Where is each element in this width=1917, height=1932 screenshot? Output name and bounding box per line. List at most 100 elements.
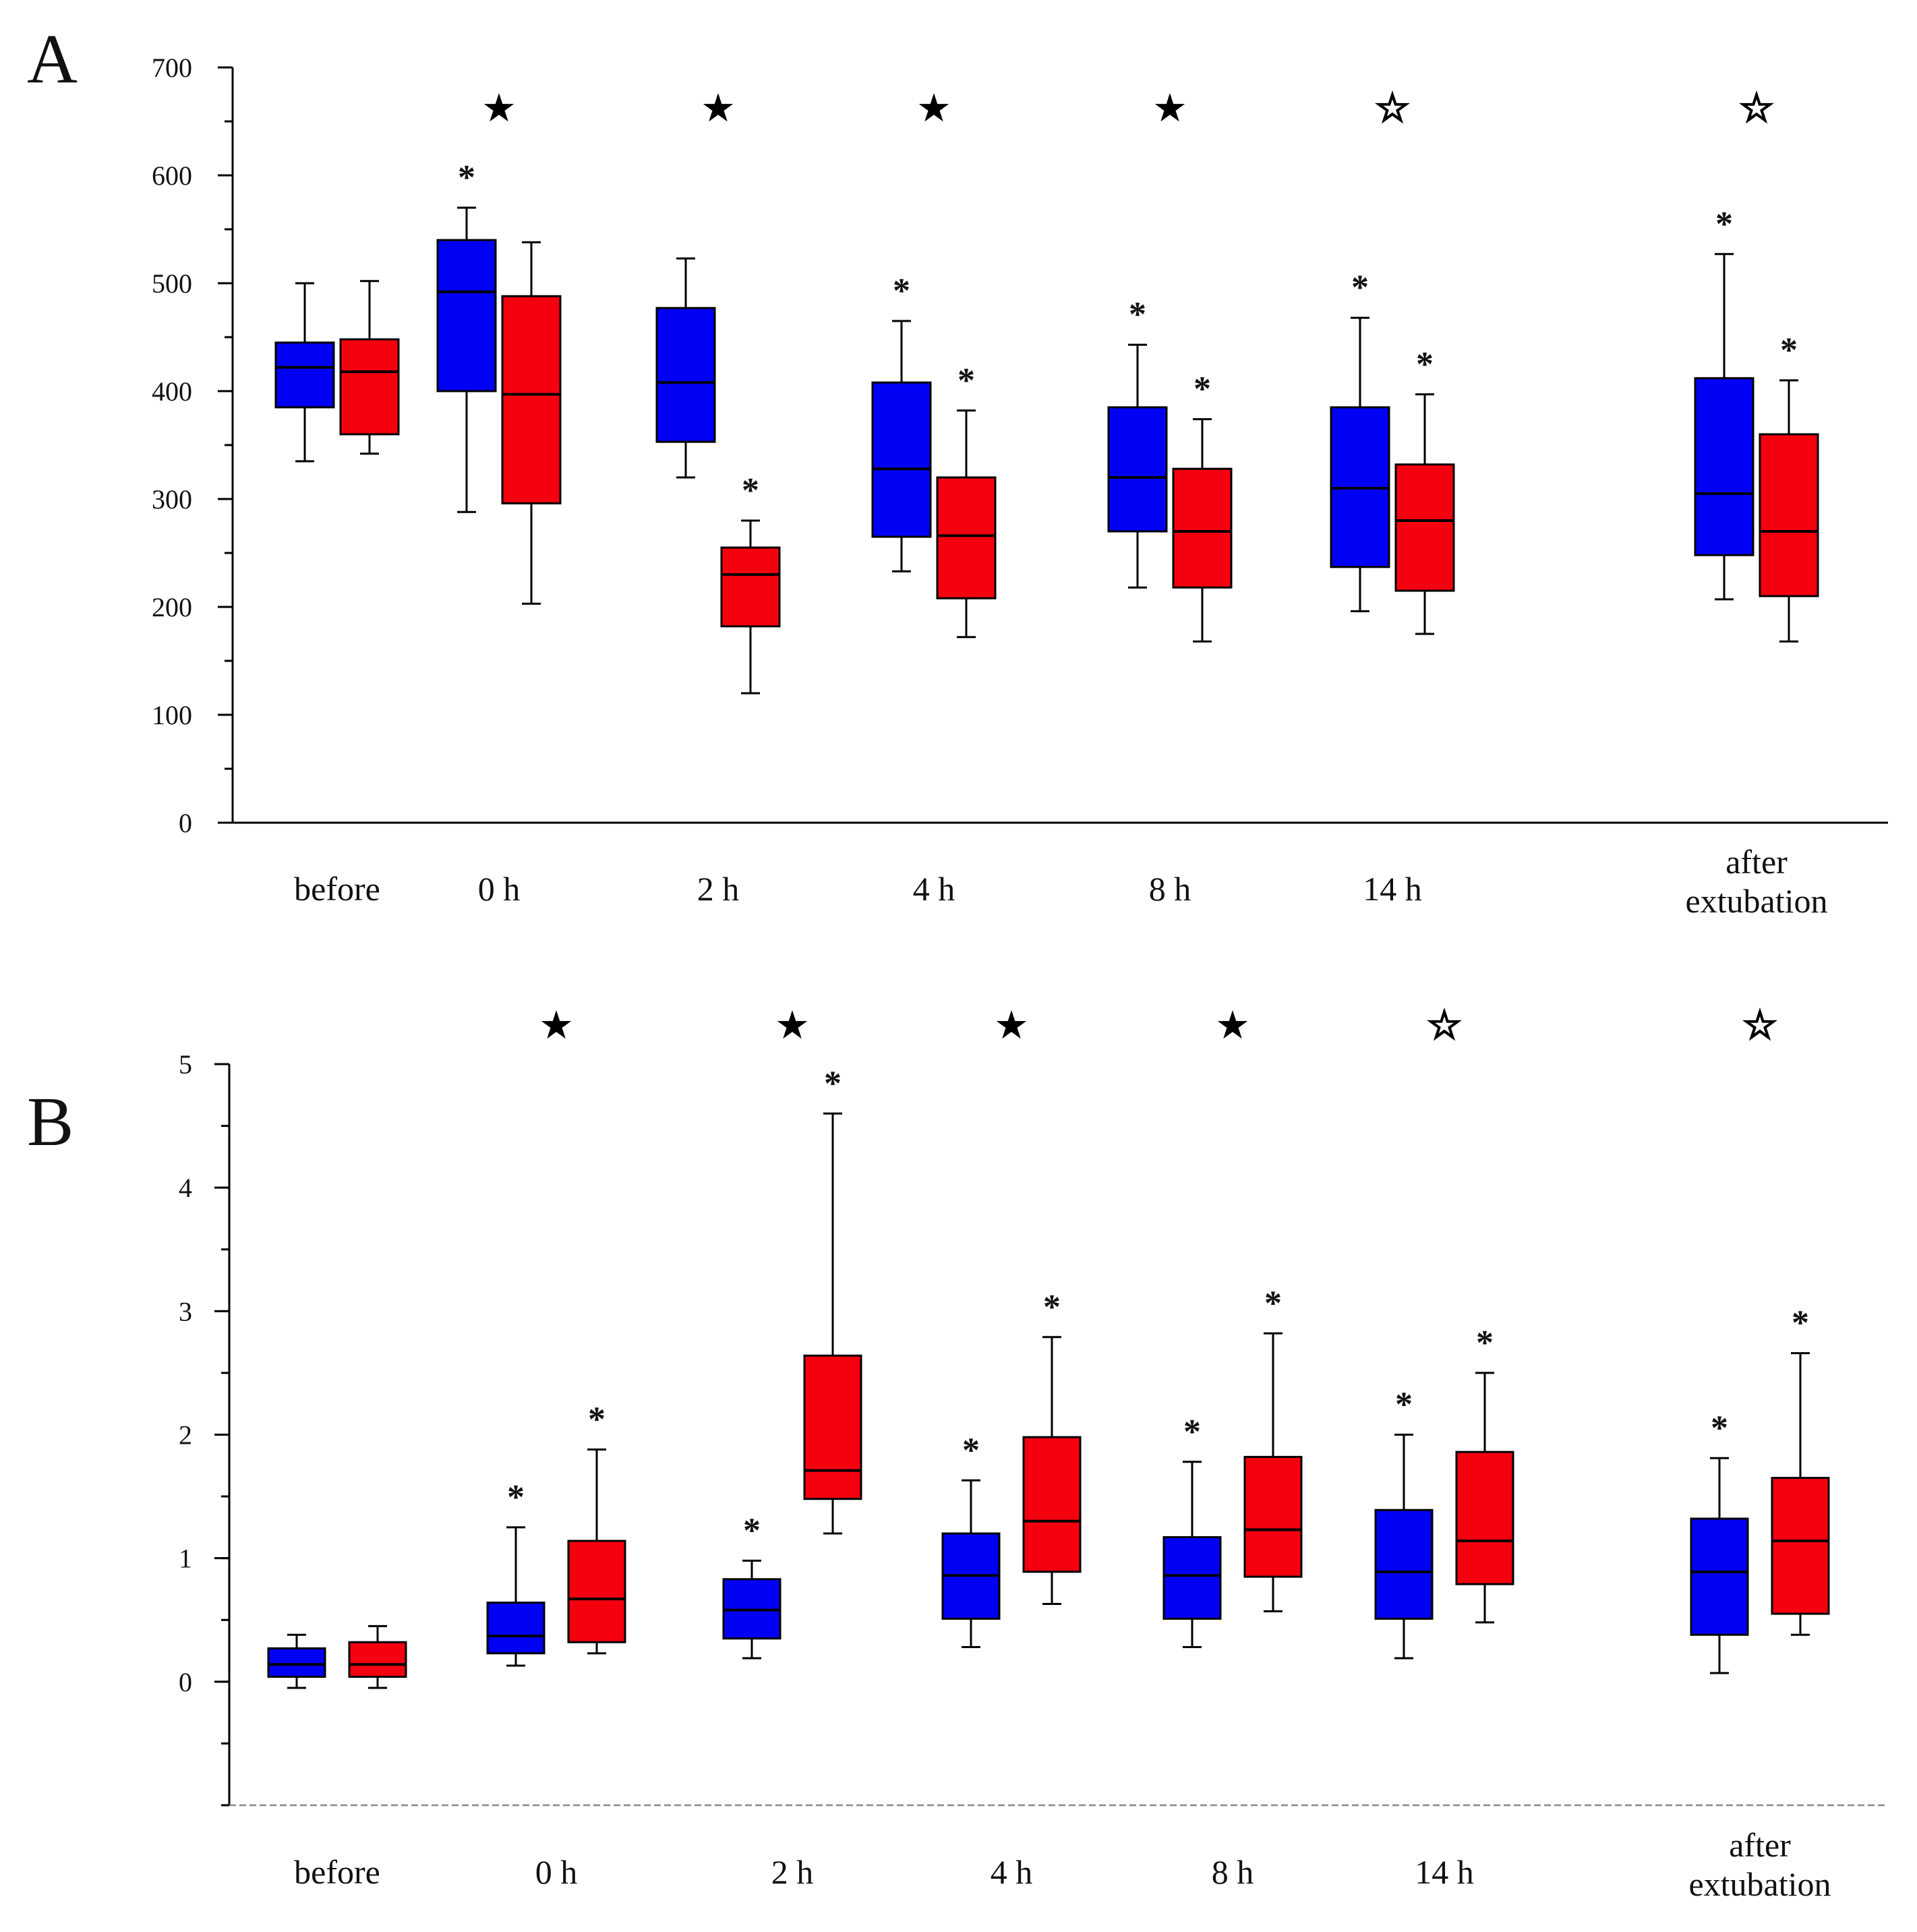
red-box-4-h: *: [936, 361, 997, 639]
y-tick-label: 600: [152, 160, 192, 191]
red-box-14-h: *: [1394, 345, 1455, 635]
y-tick-label: 300: [152, 484, 192, 515]
interquartile-box: [655, 307, 716, 443]
blue-box-after-extubation: *: [1694, 205, 1754, 601]
blue-box-after-extubation: *: [1690, 1409, 1749, 1674]
blue-box-0-h: *: [486, 1478, 545, 1667]
category-label-after-extubation: extubation: [1685, 882, 1827, 920]
significance-asterisk: *: [1780, 331, 1798, 370]
interquartile-box: [348, 1641, 407, 1678]
panel-a-label: A: [27, 20, 78, 98]
significance-asterisk: *: [1183, 1413, 1201, 1451]
blue-box-before: [274, 282, 335, 463]
significance-asterisk: *: [742, 471, 759, 510]
y-tick-label: 3: [179, 1296, 192, 1326]
category-label-2-h: 2 h: [697, 870, 740, 908]
category-label-0-h: 0 h: [478, 870, 521, 908]
significance-star-2-h: ★: [775, 1002, 810, 1048]
significance-asterisk: *: [1351, 268, 1369, 307]
interquartile-box: [720, 546, 781, 628]
y-tick-label: 5: [179, 1049, 192, 1080]
interquartile-box: [436, 239, 497, 392]
category-label-8-h: 8 h: [1212, 1853, 1254, 1891]
significance-asterisk: *: [1395, 1386, 1413, 1424]
category-label-14-h: 14 h: [1363, 870, 1422, 908]
interquartile-box: [274, 341, 335, 409]
interquartile-box: [936, 476, 997, 599]
y-tick-label: 1: [179, 1544, 192, 1574]
significance-star-2-h: ★: [701, 85, 736, 131]
category-label-4-h: 4 h: [913, 870, 955, 908]
interquartile-box: [1455, 1451, 1514, 1585]
red-box-after-extubation: *: [1759, 331, 1819, 643]
red-box-8-h: *: [1172, 370, 1233, 643]
significance-asterisk: *: [1129, 295, 1146, 334]
category-label-before: before: [294, 1853, 380, 1891]
red-box-0-h: [501, 241, 562, 605]
red-box-before: [339, 280, 400, 455]
interquartile-box: [1243, 1455, 1303, 1578]
interquartile-box: [1162, 1536, 1222, 1620]
y-tick-label: 500: [152, 268, 192, 299]
panel-a: A 0 100 200 300 400 500 600 700 before 0 h 2 h 4 h 8…: [27, 20, 1888, 920]
category-label-4-h: 4 h: [991, 1853, 1033, 1891]
interquartile-box: [267, 1647, 326, 1678]
panel-b-label: B: [27, 1083, 73, 1161]
blue-box-before: [267, 1633, 326, 1689]
interquartile-box: [871, 381, 932, 538]
interquartile-box: [1771, 1477, 1830, 1615]
significance-star-4-h: ★: [994, 1002, 1029, 1048]
red-box-2-h: *: [803, 1064, 862, 1535]
category-label-after-extubation: after: [1729, 1826, 1791, 1864]
interquartile-box: [1022, 1436, 1082, 1573]
blue-box-4-h: *: [941, 1431, 1001, 1649]
y-tick-label: 2: [179, 1420, 192, 1451]
significance-asterisk: *: [1264, 1284, 1282, 1322]
blue-box-8-h: *: [1162, 1413, 1222, 1649]
significance-star-14-h: ☆: [1427, 1002, 1462, 1048]
significance-star-14-h: ☆: [1375, 85, 1410, 131]
significance-star-after-extubation: ☆: [1742, 1002, 1777, 1048]
significance-asterisk: *: [1043, 1288, 1061, 1326]
y-tick-label: 200: [152, 592, 192, 622]
interquartile-box: [486, 1602, 545, 1655]
category-label-14-h: 14 h: [1415, 1853, 1474, 1891]
category-label-8-h: 8 h: [1149, 870, 1191, 908]
significance-asterisk: *: [824, 1064, 842, 1103]
red-box-before: [348, 1624, 407, 1689]
significance-star-8-h: ★: [1215, 1002, 1250, 1048]
category-label-0-h: 0 h: [535, 1853, 578, 1891]
significance-asterisk: *: [743, 1511, 761, 1550]
interquartile-box: [339, 338, 400, 436]
significance-asterisk: *: [507, 1478, 525, 1517]
significance-asterisk: *: [1711, 1409, 1728, 1447]
red-box-4-h: *: [1022, 1288, 1082, 1605]
significance-asterisk: *: [1715, 205, 1733, 243]
significance-star-8-h: ★: [1152, 85, 1187, 131]
interquartile-box: [1690, 1517, 1749, 1636]
blue-box-8-h: *: [1107, 295, 1168, 589]
significance-asterisk: *: [1476, 1324, 1494, 1362]
blue-box-0-h: *: [436, 158, 497, 513]
interquartile-box: [1374, 1509, 1434, 1620]
red-box-2-h: *: [720, 471, 781, 695]
interquartile-box: [567, 1540, 626, 1643]
red-box-14-h: *: [1455, 1324, 1514, 1624]
interquartile-box: [1394, 463, 1455, 592]
y-tick-label: 400: [152, 376, 192, 407]
interquartile-box: [1694, 377, 1754, 556]
significance-asterisk: *: [1792, 1304, 1809, 1343]
panel-b: B 0 1 2 3 4 5 before 0 h 2 h 4 h 8 h 14 h afterextub…: [27, 1001, 1888, 1903]
y-tick-label: 100: [152, 700, 192, 730]
category-label-after-extubation: extubation: [1688, 1865, 1831, 1903]
blue-box-14-h: *: [1330, 268, 1390, 612]
category-label-after-extubation: after: [1726, 843, 1788, 881]
y-tick-label: 4: [179, 1173, 192, 1203]
red-box-after-extubation: *: [1771, 1304, 1830, 1636]
significance-asterisk: *: [458, 158, 475, 197]
category-label-before: before: [294, 870, 380, 908]
blue-box-14-h: *: [1374, 1386, 1434, 1660]
y-tick-label: 0: [179, 808, 192, 838]
interquartile-box: [1172, 467, 1233, 589]
y-tick-label: 700: [152, 53, 192, 83]
